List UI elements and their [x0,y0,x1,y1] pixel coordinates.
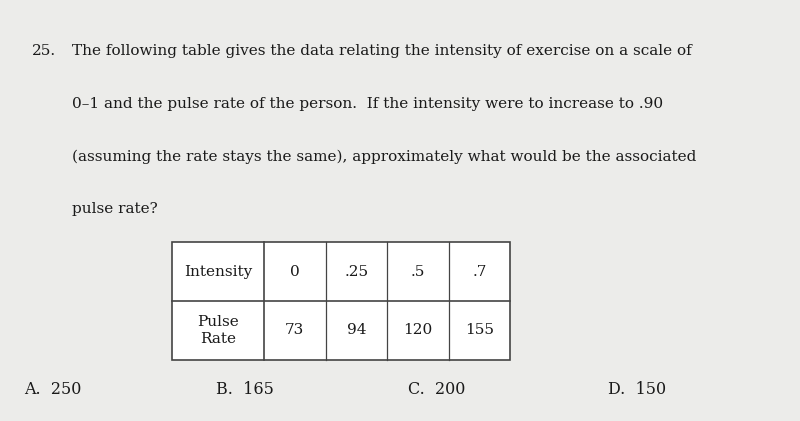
Text: The following table gives the data relating the intensity of exercise on a scale: The following table gives the data relat… [72,44,692,58]
Text: 0–1 and the pulse rate of the person.  If the intensity were to increase to .90: 0–1 and the pulse rate of the person. If… [72,97,663,111]
Text: Pulse
Rate: Pulse Rate [197,315,239,346]
Text: C.  200: C. 200 [408,381,466,398]
Text: 94: 94 [346,323,366,338]
Text: 120: 120 [403,323,433,338]
Text: (assuming the rate stays the same), approximately what would be the associated: (assuming the rate stays the same), appr… [72,149,696,164]
Text: .25: .25 [344,264,369,279]
Text: 0: 0 [290,264,300,279]
Text: 155: 155 [465,323,494,338]
Text: Intensity: Intensity [184,264,252,279]
Text: D.  150: D. 150 [608,381,666,398]
Text: .7: .7 [473,264,486,279]
Text: 25.: 25. [32,44,56,58]
Text: B.  165: B. 165 [216,381,274,398]
Text: 73: 73 [285,323,305,338]
Text: .5: .5 [411,264,425,279]
Text: pulse rate?: pulse rate? [72,202,158,216]
Text: A.  250: A. 250 [24,381,82,398]
